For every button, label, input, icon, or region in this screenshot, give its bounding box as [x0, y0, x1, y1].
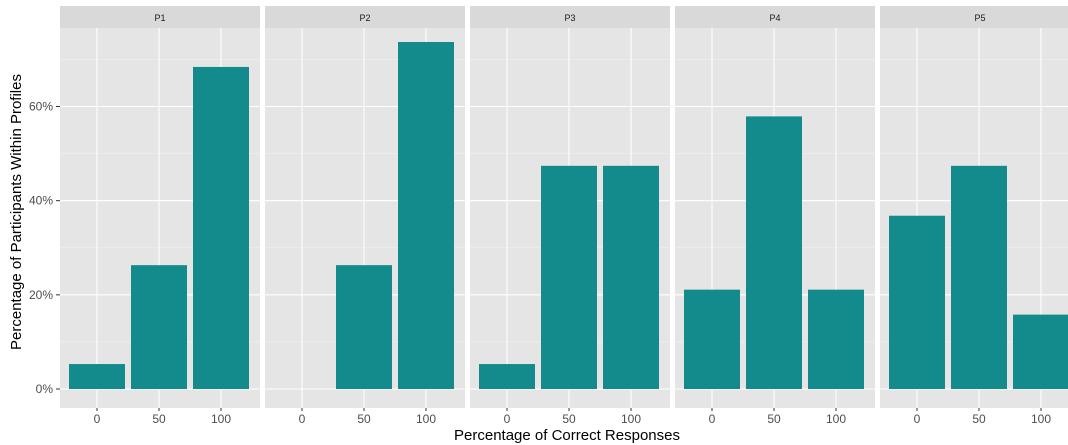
x-tick-label: 50 — [562, 412, 576, 426]
y-tick-label: 60% — [29, 100, 53, 114]
x-tick-label: 0 — [299, 412, 306, 426]
x-tick-label: 0 — [94, 412, 101, 426]
x-tick-label: 0 — [504, 412, 511, 426]
bar-p1-0 — [69, 364, 125, 389]
x-tick-label: 50 — [357, 412, 371, 426]
facet-panel-p2: P2 0 50 100 — [265, 6, 465, 426]
x-tick-label: 100 — [826, 412, 846, 426]
x-tick-label: 50 — [152, 412, 166, 426]
x-tick-label: 100 — [416, 412, 436, 426]
x-tick-label: 100 — [1031, 412, 1051, 426]
bar-p4-0 — [684, 289, 740, 389]
facet-strip-label: P4 — [769, 13, 780, 23]
bar-p5-50 — [951, 165, 1007, 389]
y-tick-label: 40% — [29, 194, 53, 208]
facet-strip — [880, 6, 1068, 28]
x-axis-title: Percentage of Correct Responses — [454, 427, 680, 444]
facet-panel-p3: P3 0 50 100 — [470, 6, 670, 426]
y-axis: 0% 20% 40% 60% — [29, 100, 60, 396]
bar-p5-0 — [889, 215, 945, 389]
facet-panel-p4: P4 0 50 100 — [675, 6, 875, 426]
bar-p5-100 — [1013, 314, 1068, 389]
x-tick-label: 100 — [211, 412, 231, 426]
x-tick-label: 0 — [709, 412, 716, 426]
bar-p3-0 — [479, 364, 535, 389]
facet-strip-label: P2 — [359, 13, 370, 23]
facet-strip-label: P1 — [154, 13, 165, 23]
bar-p3-50 — [541, 165, 597, 389]
y-tick-label: 0% — [36, 382, 54, 396]
facet-strip — [60, 6, 260, 28]
facet-strip — [470, 6, 670, 28]
x-tick-label: 100 — [621, 412, 641, 426]
facet-panel-p1: P1 0 50 100 — [60, 6, 260, 426]
facet-panel-p5: P5 0 50 100 — [880, 6, 1068, 426]
bar-p4-50 — [746, 116, 802, 389]
bar-p2-50 — [336, 265, 392, 389]
y-tick-label: 20% — [29, 288, 53, 302]
facet-strip-label: P5 — [974, 13, 985, 23]
facet-strip — [675, 6, 875, 28]
bar-p1-100 — [193, 66, 249, 390]
bar-p3-100 — [603, 165, 659, 389]
x-tick-label: 0 — [914, 412, 921, 426]
x-tick-label: 50 — [767, 412, 781, 426]
y-axis-title: Percentage of Participants Within Profil… — [8, 74, 25, 350]
facet-strip-label: P3 — [564, 13, 575, 23]
facet-panels: P1 0 50 100 P2 0 50 100 P3 0 50 100 P4 0 50 100 P5 0 50 100 — [60, 6, 1068, 426]
bar-p4-100 — [808, 289, 864, 389]
facet-strip — [265, 6, 465, 28]
bar-p2-100 — [398, 42, 454, 389]
bar-p1-50 — [131, 265, 187, 389]
x-tick-label: 50 — [972, 412, 986, 426]
